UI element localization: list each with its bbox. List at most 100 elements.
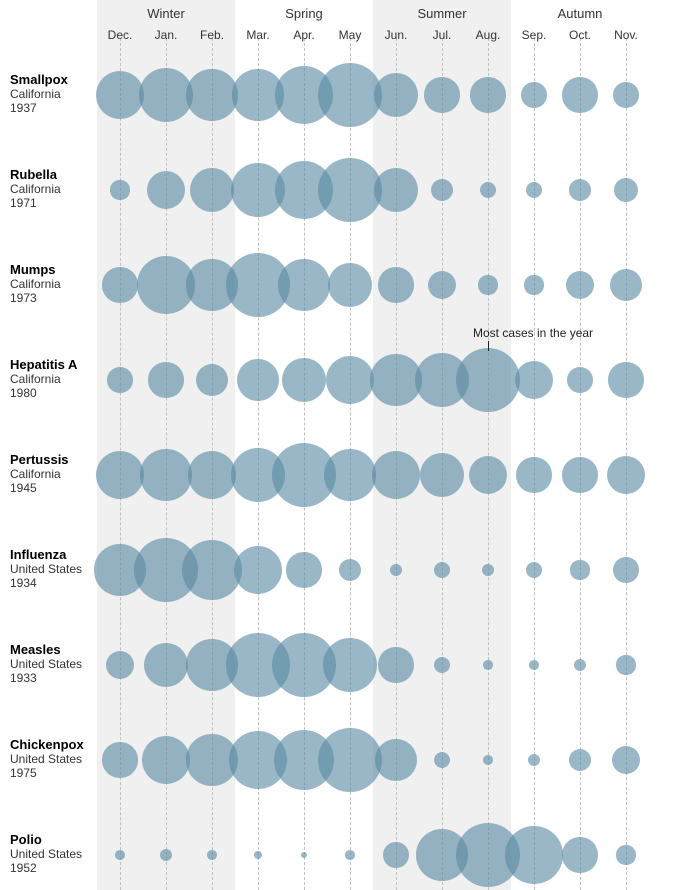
annotation-tick: [488, 341, 489, 351]
data-bubble: [140, 449, 191, 500]
data-bubble: [383, 842, 409, 868]
data-bubble: [612, 746, 641, 775]
disease-year: 1973: [10, 292, 115, 306]
season-label: Autumn: [510, 6, 650, 21]
data-bubble: [328, 263, 373, 308]
data-bubble: [483, 755, 493, 765]
disease-location: California: [10, 373, 115, 387]
data-bubble: [613, 557, 639, 583]
data-bubble: [469, 456, 507, 494]
data-bubble: [607, 456, 645, 494]
data-bubble: [147, 171, 185, 209]
data-bubble: [318, 158, 382, 222]
data-bubble: [188, 451, 236, 499]
month-label: Feb.: [189, 28, 235, 42]
disease-location: California: [10, 88, 115, 102]
data-bubble: [424, 77, 459, 112]
data-bubble: [142, 736, 190, 784]
data-bubble: [570, 560, 589, 579]
disease-label: SmallpoxCalifornia1937: [10, 73, 115, 116]
data-bubble: [434, 657, 450, 673]
data-bubble: [324, 449, 375, 500]
seasonal-disease-chart: WinterSpringSummerAutumnDec.Jan.Feb.Mar.…: [0, 0, 680, 890]
disease-label: MumpsCalifornia1973: [10, 263, 115, 306]
data-bubble: [378, 647, 413, 682]
data-bubble: [528, 754, 541, 767]
data-bubble: [323, 638, 377, 692]
disease-name: Polio: [10, 833, 115, 848]
data-bubble: [610, 269, 642, 301]
data-bubble: [301, 852, 307, 858]
data-bubble: [375, 739, 417, 781]
month-label: May: [327, 28, 373, 42]
data-bubble: [567, 367, 593, 393]
season-label: Winter: [96, 6, 236, 21]
data-bubble: [470, 77, 505, 112]
season-label: Summer: [372, 6, 512, 21]
data-bubble: [574, 659, 587, 672]
disease-label: PertussisCalifornia1945: [10, 453, 115, 496]
month-label: Oct.: [557, 28, 603, 42]
disease-location: United States: [10, 848, 115, 862]
data-bubble: [378, 267, 413, 302]
data-bubble: [562, 457, 597, 492]
month-label: Sep.: [511, 28, 557, 42]
data-bubble: [345, 850, 355, 860]
data-bubble: [278, 259, 329, 310]
disease-label: Hepatitis ACalifornia1980: [10, 358, 115, 401]
disease-location: California: [10, 278, 115, 292]
data-bubble: [372, 451, 420, 499]
disease-location: California: [10, 183, 115, 197]
data-bubble: [148, 362, 183, 397]
data-bubble: [234, 546, 282, 594]
data-bubble: [326, 356, 374, 404]
disease-name: Smallpox: [10, 73, 115, 88]
disease-year: 1934: [10, 577, 115, 591]
data-bubble: [613, 82, 639, 108]
data-bubble: [569, 749, 591, 771]
data-bubble: [516, 457, 551, 492]
data-bubble: [616, 845, 635, 864]
disease-year: 1980: [10, 387, 115, 401]
data-bubble: [456, 348, 520, 412]
data-bubble: [480, 182, 496, 198]
data-bubble: [282, 358, 327, 403]
data-bubble: [483, 660, 493, 670]
data-bubble: [254, 851, 262, 859]
month-label: Jul.: [419, 28, 465, 42]
disease-name: Rubella: [10, 168, 115, 183]
data-bubble: [526, 182, 542, 198]
disease-label: RubellaCalifornia1971: [10, 168, 115, 211]
disease-name: Hepatitis A: [10, 358, 115, 373]
data-bubble: [318, 63, 382, 127]
disease-name: Mumps: [10, 263, 115, 278]
disease-name: Influenza: [10, 548, 115, 563]
disease-label: PolioUnited States1952: [10, 833, 115, 876]
disease-location: United States: [10, 658, 115, 672]
disease-name: Chickenpox: [10, 738, 115, 753]
data-bubble: [318, 728, 382, 792]
data-bubble: [139, 68, 193, 122]
data-bubble: [207, 850, 217, 860]
data-bubble: [566, 271, 595, 300]
data-bubble: [608, 362, 643, 397]
data-bubble: [186, 69, 237, 120]
data-bubble: [569, 179, 591, 201]
data-bubble: [562, 837, 597, 872]
disease-year: 1933: [10, 672, 115, 686]
disease-year: 1971: [10, 197, 115, 211]
data-bubble: [478, 275, 497, 294]
disease-year: 1952: [10, 862, 115, 876]
disease-label: MeaslesUnited States1933: [10, 643, 115, 686]
disease-location: United States: [10, 753, 115, 767]
data-bubble: [196, 364, 228, 396]
data-bubble: [616, 655, 635, 674]
month-label: Aug.: [465, 28, 511, 42]
data-bubble: [434, 752, 450, 768]
data-bubble: [524, 275, 543, 294]
month-label: Mar.: [235, 28, 281, 42]
disease-year: 1945: [10, 482, 115, 496]
data-bubble: [115, 850, 125, 860]
data-bubble: [434, 562, 450, 578]
month-label: Jun.: [373, 28, 419, 42]
